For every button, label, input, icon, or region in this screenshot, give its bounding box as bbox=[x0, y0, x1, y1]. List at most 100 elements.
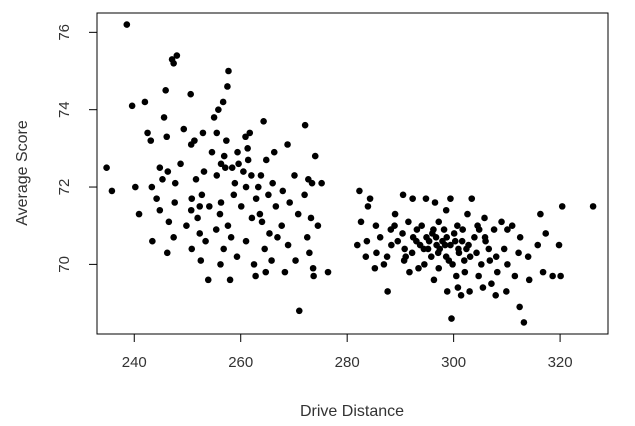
data-point bbox=[228, 164, 236, 171]
data-point bbox=[156, 206, 164, 214]
data-point bbox=[424, 245, 432, 253]
data-point bbox=[268, 257, 275, 264]
data-point bbox=[478, 261, 485, 268]
data-point bbox=[196, 230, 204, 237]
data-point bbox=[164, 168, 172, 175]
data-point bbox=[461, 268, 469, 276]
data-point bbox=[422, 195, 430, 202]
y-tick-label: 72 bbox=[56, 179, 73, 196]
data-point bbox=[141, 98, 149, 106]
data-point bbox=[405, 218, 412, 226]
data-point bbox=[473, 249, 480, 257]
data-point bbox=[284, 241, 292, 249]
data-point bbox=[250, 261, 258, 268]
data-point bbox=[128, 102, 136, 110]
data-point bbox=[235, 160, 242, 168]
data-point bbox=[394, 237, 402, 245]
data-point bbox=[520, 319, 528, 326]
data-point bbox=[399, 230, 406, 237]
data-point bbox=[217, 199, 225, 206]
data-point bbox=[225, 67, 232, 75]
data-point bbox=[272, 203, 280, 210]
data-point bbox=[441, 241, 449, 249]
data-point bbox=[204, 276, 212, 284]
data-point bbox=[364, 203, 372, 210]
data-point bbox=[252, 195, 260, 202]
data-point bbox=[455, 245, 462, 253]
data-point bbox=[542, 230, 550, 237]
data-point bbox=[413, 226, 421, 233]
data-point bbox=[539, 268, 547, 276]
data-point bbox=[220, 152, 228, 160]
y-tick-label: 74 bbox=[56, 101, 73, 118]
data-point bbox=[103, 164, 110, 171]
data-point bbox=[257, 172, 265, 179]
data-point bbox=[475, 272, 482, 280]
data-point bbox=[408, 249, 416, 257]
y-tick-label: 70 bbox=[56, 256, 73, 273]
x-tick-label: 320 bbox=[548, 354, 573, 371]
data-point bbox=[210, 114, 218, 121]
x-axis-title: Drive Distance bbox=[300, 403, 404, 420]
data-point bbox=[431, 199, 439, 206]
data-point bbox=[234, 148, 241, 156]
data-point bbox=[432, 234, 440, 241]
data-point bbox=[198, 191, 206, 199]
data-point bbox=[466, 288, 473, 295]
data-point bbox=[148, 183, 156, 191]
data-point bbox=[442, 206, 450, 214]
data-point bbox=[308, 179, 316, 187]
data-point bbox=[286, 199, 293, 206]
data-point bbox=[180, 125, 188, 133]
data-points bbox=[103, 21, 597, 326]
data-point bbox=[525, 276, 533, 284]
data-point bbox=[265, 191, 272, 199]
data-point bbox=[274, 234, 281, 241]
data-point bbox=[162, 87, 169, 94]
data-point bbox=[427, 253, 435, 260]
data-point bbox=[220, 245, 227, 253]
data-point bbox=[153, 195, 160, 202]
data-point bbox=[440, 226, 448, 233]
data-point bbox=[464, 210, 471, 218]
data-point bbox=[237, 203, 245, 210]
data-point bbox=[516, 234, 524, 241]
data-point bbox=[215, 106, 222, 113]
x-tick-label: 260 bbox=[228, 354, 253, 371]
data-point bbox=[504, 261, 511, 268]
data-point bbox=[384, 288, 391, 295]
data-point bbox=[187, 206, 195, 214]
data-point bbox=[212, 226, 220, 233]
data-point bbox=[199, 129, 207, 137]
data-point bbox=[227, 234, 235, 241]
data-point bbox=[490, 226, 498, 233]
data-point bbox=[475, 226, 483, 233]
data-point bbox=[197, 257, 205, 264]
data-point bbox=[511, 272, 519, 280]
data-point bbox=[401, 245, 408, 253]
data-point bbox=[156, 164, 164, 171]
data-point bbox=[192, 176, 200, 183]
data-point bbox=[402, 253, 410, 260]
data-point bbox=[380, 261, 388, 268]
data-point bbox=[409, 195, 416, 202]
y-tick-label: 76 bbox=[56, 24, 73, 41]
data-point bbox=[452, 272, 460, 280]
data-point bbox=[108, 187, 116, 195]
data-point bbox=[486, 257, 494, 264]
data-point bbox=[435, 218, 443, 226]
data-point bbox=[479, 284, 487, 291]
data-point bbox=[159, 176, 166, 183]
data-point bbox=[537, 210, 544, 218]
data-point bbox=[213, 172, 221, 179]
data-point bbox=[362, 253, 370, 260]
data-point bbox=[301, 191, 308, 199]
data-point bbox=[303, 234, 311, 241]
x-axis: 240 260 280 300 320 bbox=[122, 334, 573, 371]
data-point bbox=[503, 288, 510, 295]
data-point bbox=[454, 222, 461, 230]
data-point bbox=[177, 160, 184, 168]
data-point bbox=[534, 241, 542, 249]
data-point bbox=[226, 276, 234, 284]
